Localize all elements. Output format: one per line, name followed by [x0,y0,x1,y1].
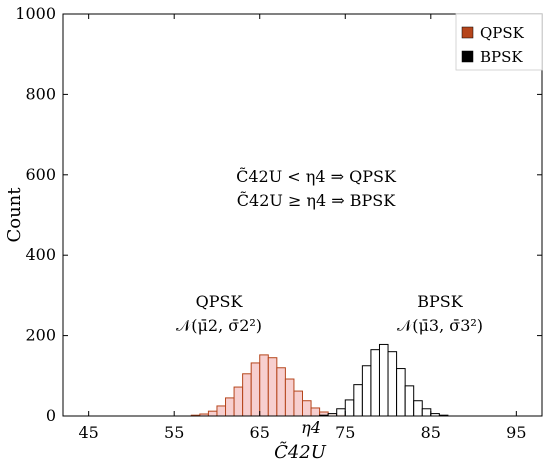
y-tick-label: 800 [25,84,56,103]
x-axis-label: C̃42U [274,441,327,463]
x-tick-label: 45 [78,423,98,442]
bpsk-bar [353,384,363,417]
qpsk-bar [242,373,252,417]
x-tick-label: 55 [164,423,184,442]
legend: QPSK BPSK [455,13,543,71]
bpsk-bar [387,351,398,417]
qpsk-annotation-label: QPSK [196,292,244,311]
qpsk-bar [233,386,244,417]
x-tick-label: 65 [250,423,270,442]
legend-swatch-qpsk [461,26,474,39]
qpsk-bar [267,357,278,417]
y-tick-label: 400 [25,245,56,264]
qpsk-bar [259,354,269,417]
threshold-eta-label: η4 [301,418,321,437]
y-tick-label: 1000 [15,4,56,23]
y-axis-label: Count [4,187,25,243]
legend-label-qpsk: QPSK [480,24,525,42]
bpsk-bar [396,368,406,417]
qpsk-bar [310,407,321,417]
legend-swatch-bpsk [461,50,474,63]
y-tick-label: 600 [25,165,56,184]
x-tick-label: 85 [421,423,441,442]
qpsk-bar [284,378,295,417]
qpsk-bar [250,362,261,417]
qpsk-bar [225,397,235,417]
bpsk-annotation-label: BPSK [417,292,463,311]
qpsk-bar [293,390,304,417]
bpsk-bar [370,349,380,417]
y-tick-label: 200 [25,326,56,345]
bpsk-distribution-label: 𝒩(μ̄3, σ̄3²) [397,316,483,335]
bpsk-bar [344,399,355,417]
qpsk-bar [216,405,227,417]
rule-annotation-line1: C̃42U < η4 ⇒ QPSK [236,167,397,186]
bpsk-bar [421,408,432,417]
plot-frame [62,13,543,417]
x-tick-label: 75 [335,423,355,442]
bpsk-bar [413,400,423,417]
legend-label-bpsk: BPSK [480,48,523,66]
bpsk-bar [361,365,372,417]
qpsk-bar [207,410,218,417]
qpsk-distribution-label: 𝒩(μ̄2, σ̄2²) [176,316,262,335]
qpsk-bar [276,367,286,417]
x-tick-label: 95 [506,423,526,442]
bpsk-bar [404,385,415,417]
bars-layer [190,343,449,417]
ticks-layer: 45 55 65 75 85 95 0 200 400 600 800 1000 [15,4,542,442]
bpsk-bar [336,408,346,417]
qpsk-bar [302,400,312,417]
bpsk-bar [378,343,389,417]
rule-annotation-line2: C̃42U ≥ η4 ⇒ BPSK [237,191,396,210]
y-tick-label: 0 [46,406,56,425]
